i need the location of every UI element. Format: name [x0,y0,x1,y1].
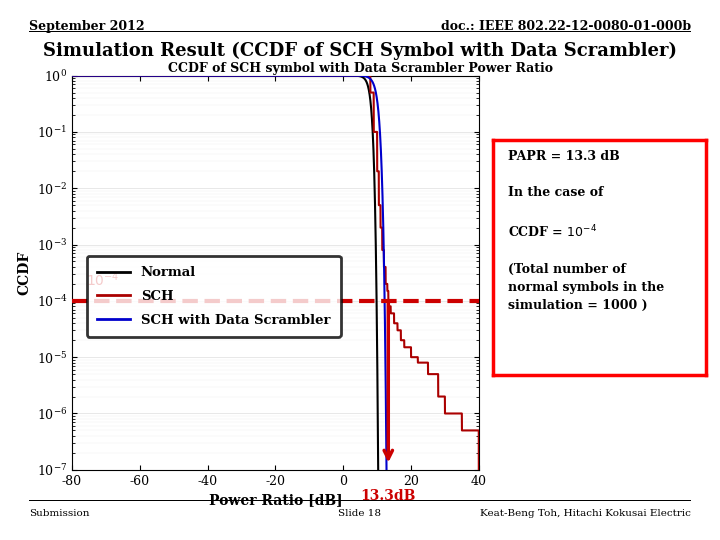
Y-axis label: CCDF: CCDF [17,251,31,295]
Legend: Normal, SCH, SCH with Data Scrambler: Normal, SCH, SCH with Data Scrambler [86,256,341,337]
X-axis label: Power Ratio [dB]: Power Ratio [dB] [209,493,342,507]
Text: September 2012: September 2012 [29,20,145,33]
Text: PAPR = 13.3 dB

In the case of

CCDF = $10^{-4}$

(Total number of
normal symbol: PAPR = 13.3 dB In the case of CCDF = $10… [508,150,665,312]
Text: doc.: IEEE 802.22-12-0080-01-000b: doc.: IEEE 802.22-12-0080-01-000b [441,20,691,33]
Text: Keat-Beng Toh, Hitachi Kokusai Electric: Keat-Beng Toh, Hitachi Kokusai Electric [480,509,691,518]
Text: $10^{-4}$: $10^{-4}$ [86,271,119,289]
Text: 13.3dB: 13.3dB [361,489,416,503]
Text: Slide 18: Slide 18 [338,509,382,518]
Text: Simulation Result (CCDF of SCH Symbol with Data Scrambler): Simulation Result (CCDF of SCH Symbol wi… [43,42,677,60]
Text: Submission: Submission [29,509,89,518]
Text: CCDF of SCH symbol with Data Scrambler Power Ratio: CCDF of SCH symbol with Data Scrambler P… [168,62,552,75]
